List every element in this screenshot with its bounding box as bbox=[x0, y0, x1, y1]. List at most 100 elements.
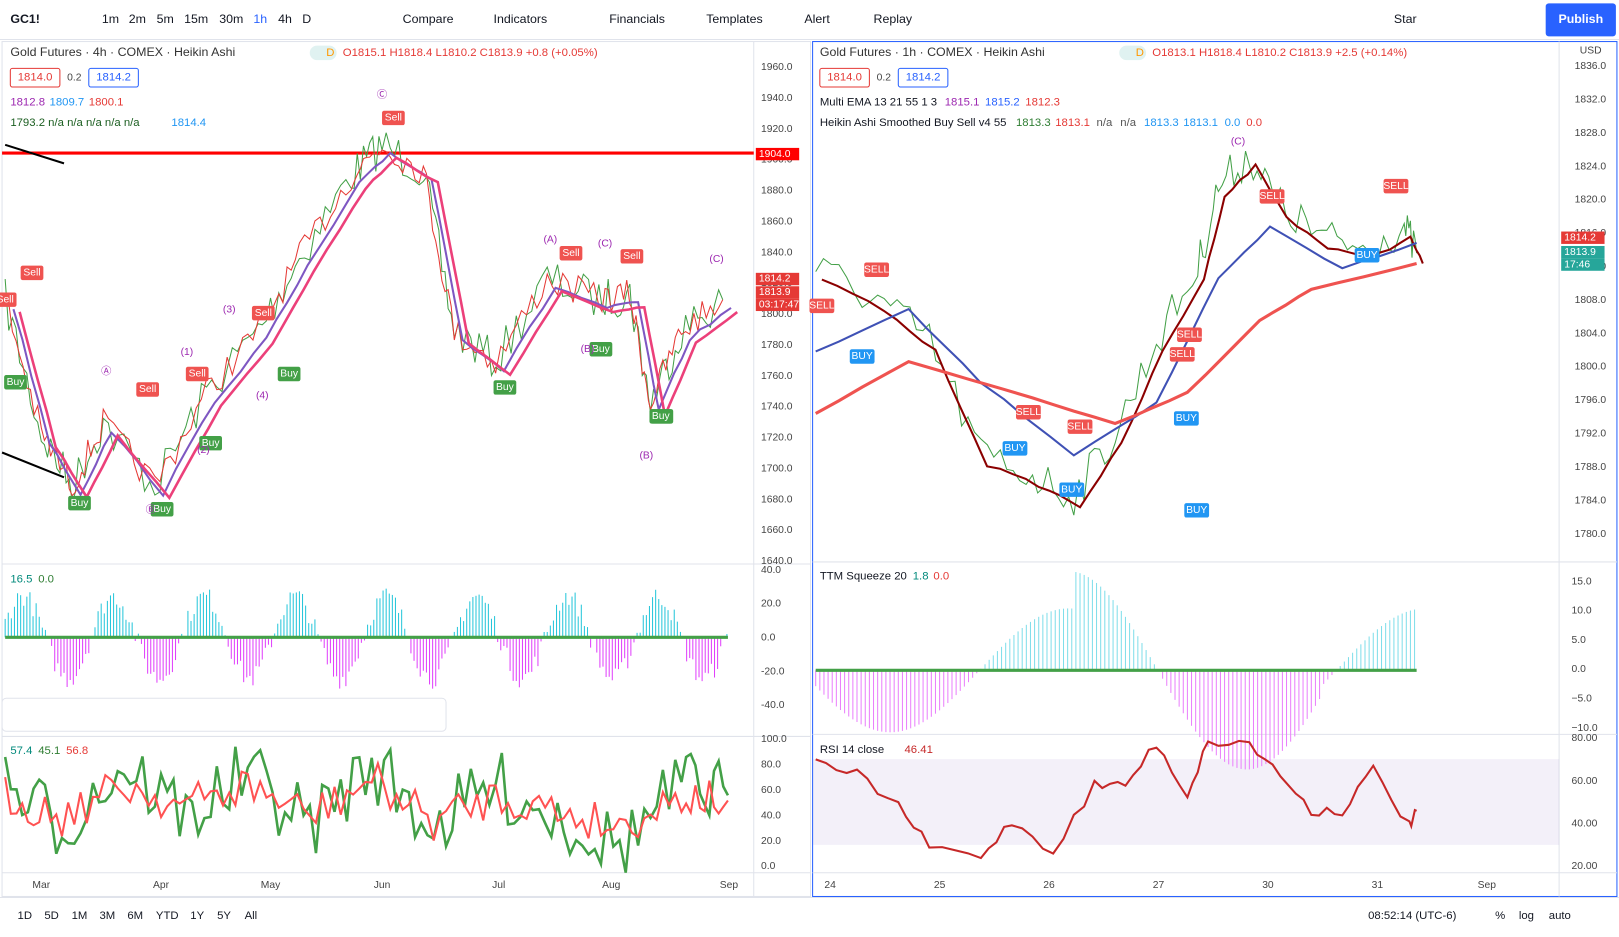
indicator-value: 1800.1 bbox=[89, 96, 124, 108]
signal-label: Sell bbox=[23, 268, 40, 279]
signal-badge bbox=[150, 502, 174, 517]
range-button[interactable]: 1M bbox=[72, 910, 88, 922]
auto-toggle: auto bbox=[1549, 910, 1571, 922]
indicator-values: 1793.2 n/a n/a n/a n/a n/a bbox=[10, 117, 140, 129]
range-button[interactable]: All bbox=[245, 910, 258, 922]
axis-tick-label: 1780.0 bbox=[761, 340, 793, 351]
toolbar-button[interactable]: Compare bbox=[403, 12, 454, 26]
signal-badge bbox=[589, 342, 613, 357]
axis-tick-label: 1940.0 bbox=[761, 93, 793, 104]
interval[interactable]: 2m bbox=[129, 12, 146, 26]
range-button[interactable]: YTD bbox=[156, 910, 179, 922]
publish-label[interactable]: Publish bbox=[1558, 12, 1603, 26]
signal-label: Buy bbox=[7, 377, 26, 388]
rsi-name: RSI 14 close bbox=[820, 744, 884, 756]
wave-label: (1) bbox=[181, 347, 194, 358]
spread: 0.2 bbox=[877, 72, 892, 83]
has-value: 1813.3 bbox=[1016, 117, 1051, 129]
indicator-value: 1814.4 bbox=[171, 117, 206, 129]
range-button[interactable]: 1D bbox=[18, 910, 33, 922]
rsi-value: 46.41 bbox=[904, 744, 932, 756]
price-label: 1814.2 bbox=[759, 274, 791, 285]
toolbar-button[interactable]: Templates bbox=[706, 12, 762, 26]
signal-badge bbox=[1059, 482, 1085, 497]
toolbar-button[interactable]: Indicators bbox=[494, 12, 548, 26]
signal-badge bbox=[809, 298, 835, 314]
range-button[interactable]: 3M bbox=[99, 910, 115, 922]
axis-tick-label: 1960.0 bbox=[761, 62, 793, 73]
toolbar-button[interactable]: Replay bbox=[874, 12, 913, 26]
axis-tick-label: −5.0 bbox=[1572, 694, 1593, 705]
ask: 1814.2 bbox=[96, 72, 131, 84]
interval[interactable]: D bbox=[302, 12, 311, 26]
axis-tick-label: 0.0 bbox=[761, 861, 776, 872]
ema-value: 1815.1 bbox=[945, 96, 980, 108]
price-label-box bbox=[1561, 231, 1605, 244]
drawing-toolbar[interactable] bbox=[1, 697, 447, 732]
signal-label: BUY bbox=[1004, 443, 1025, 454]
right-chart-frame bbox=[812, 41, 1618, 897]
axis-tick-label: 1792.0 bbox=[1575, 429, 1607, 440]
interval[interactable]: 15m bbox=[184, 12, 208, 26]
signal-badge bbox=[620, 249, 644, 264]
axis-tick-label: 0.0 bbox=[761, 633, 776, 644]
signal-badge bbox=[1173, 411, 1199, 426]
pane-separators bbox=[2, 561, 1617, 874]
percent-toggle: % bbox=[1495, 910, 1505, 922]
interval[interactable]: 1m bbox=[102, 12, 119, 26]
price-label: 1814.2 bbox=[1564, 232, 1596, 243]
signal-badge bbox=[849, 349, 875, 364]
toolbar-button[interactable]: Financials bbox=[609, 12, 665, 26]
wave-label: (2) bbox=[197, 445, 210, 456]
time-label: Sep bbox=[1478, 880, 1497, 891]
time-label: 26 bbox=[1043, 880, 1055, 891]
axis-tick-label: 1840.0 bbox=[761, 247, 793, 258]
interval[interactable]: 5m bbox=[157, 12, 174, 26]
signal-badge bbox=[1067, 419, 1093, 434]
axis-tick-label: 5.0 bbox=[1572, 635, 1587, 646]
range-button[interactable]: 1Y bbox=[190, 910, 204, 922]
symbol[interactable]: GC1! bbox=[10, 12, 40, 26]
axis-tick-label: 1920.0 bbox=[761, 124, 793, 135]
signal-label: SELL bbox=[1016, 407, 1041, 418]
axis-tick-label: 1880.0 bbox=[761, 186, 793, 197]
has-value: 1813.1 bbox=[1055, 117, 1090, 129]
wave-label: Ⓑ bbox=[146, 504, 156, 516]
trend-line bbox=[1, 451, 65, 479]
wave-label: Ⓐ bbox=[101, 366, 111, 378]
range-button[interactable]: 5Y bbox=[217, 910, 231, 922]
moving-average bbox=[18, 156, 739, 501]
time-label: Apr bbox=[153, 880, 170, 891]
stoch-value: 57.4 bbox=[10, 745, 32, 757]
time-label: Jul bbox=[492, 880, 505, 891]
signal-badge bbox=[864, 262, 890, 277]
signal-badge bbox=[4, 375, 27, 390]
axis-tick-label: 60.00 bbox=[1572, 776, 1598, 787]
flag: D bbox=[326, 47, 334, 59]
layout-name[interactable]: Star bbox=[1394, 12, 1417, 26]
axis-tick-label: 1740.0 bbox=[761, 402, 793, 413]
signal-label: SELL bbox=[864, 264, 889, 275]
signal-label: BUY bbox=[1356, 250, 1377, 261]
publish-button[interactable] bbox=[1545, 3, 1616, 37]
wave-label: (C) bbox=[1231, 136, 1245, 147]
interval[interactable]: 30m bbox=[219, 12, 243, 26]
signal-badge bbox=[199, 435, 222, 451]
range-button[interactable]: 6M bbox=[127, 910, 143, 922]
toolbar-button[interactable]: Alert bbox=[804, 12, 830, 26]
signal-label: Sell bbox=[385, 113, 402, 124]
range-button[interactable]: 5D bbox=[44, 910, 59, 922]
has-value: 1813.3 bbox=[1144, 117, 1179, 129]
interval[interactable]: 1h bbox=[253, 12, 267, 26]
signal-label: SELL bbox=[1170, 349, 1195, 360]
axis-tick-label: 100.0 bbox=[761, 734, 787, 745]
interval[interactable]: 4h bbox=[278, 12, 292, 26]
signal-label: Buy bbox=[496, 382, 515, 393]
spread: 0.2 bbox=[67, 72, 82, 83]
axis-tick-label: 1804.0 bbox=[1575, 328, 1607, 339]
time-label: Mar bbox=[32, 880, 50, 891]
axis-tick-label: 1796.0 bbox=[1575, 395, 1607, 406]
ema-value: 1815.2 bbox=[985, 96, 1020, 108]
axis-tick-label: −10.0 bbox=[1572, 723, 1598, 734]
trend-line bbox=[4, 143, 65, 165]
